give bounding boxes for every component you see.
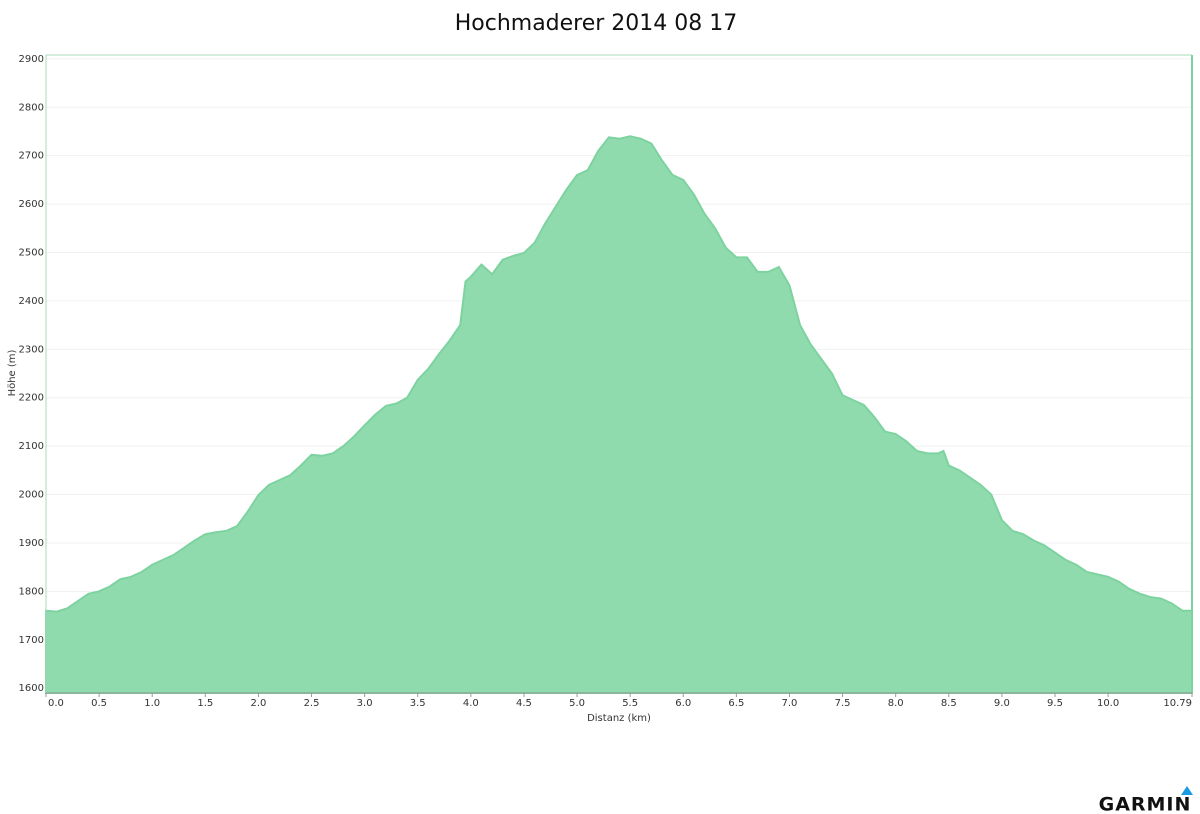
y-tick-label: 2800 (19, 102, 44, 113)
x-tick-label: 8.0 (888, 698, 904, 709)
x-tick-label: 8.5 (941, 698, 957, 709)
x-tick-label: 9.5 (1047, 698, 1063, 709)
x-tick-label: 9.0 (994, 698, 1010, 709)
x-axis-label: Distanz (km) (587, 713, 651, 724)
x-tick-label: 1.5 (197, 698, 213, 709)
x-tick-label: 4.0 (463, 698, 479, 709)
y-tick-label: 2400 (19, 296, 44, 307)
x-tick-label: 3.5 (410, 698, 426, 709)
y-tick-label: 2300 (19, 344, 44, 355)
x-tick-label: 0.0 (48, 698, 64, 709)
y-tick-label: 2600 (19, 199, 44, 210)
y-tick-label: 2700 (19, 151, 44, 162)
x-tick-label: 7.0 (782, 698, 798, 709)
y-tick-label: 1800 (19, 586, 44, 597)
x-tick-label: 1.0 (144, 698, 160, 709)
y-tick-label: 1900 (19, 538, 44, 549)
x-tick-label: 10.0 (1097, 698, 1119, 709)
y-tick-label: 2900 (19, 54, 44, 65)
y-tick-label: 2000 (19, 490, 44, 501)
y-tick-label: 2100 (19, 441, 44, 452)
brand-icon (1181, 786, 1193, 795)
x-tick-label: 10.79 (1163, 698, 1192, 709)
y-tick-label: 2500 (19, 247, 44, 258)
chart-title: Hochmaderer 2014 08 17 (455, 11, 738, 36)
brand-logo: GARMIN (1099, 794, 1192, 814)
y-tick-label: 1600 (19, 683, 44, 694)
y-axis-label: Höhe (m) (7, 349, 18, 396)
elevation-area (45, 135, 1193, 694)
x-tick-label: 6.0 (675, 698, 691, 709)
x-tick-label: 7.5 (835, 698, 851, 709)
x-tick-label: 2.0 (250, 698, 266, 709)
y-tick-label: 2200 (19, 393, 44, 404)
x-tick-label: 5.5 (622, 698, 638, 709)
x-tick-label: 3.0 (357, 698, 373, 709)
x-tick-label: 0.5 (91, 698, 107, 709)
x-tick-label: 2.5 (304, 698, 320, 709)
y-tick-label: 1700 (19, 635, 44, 646)
x-tick-label: 5.0 (569, 698, 585, 709)
x-tick-label: 4.5 (516, 698, 532, 709)
x-tick-label: 6.5 (728, 698, 744, 709)
